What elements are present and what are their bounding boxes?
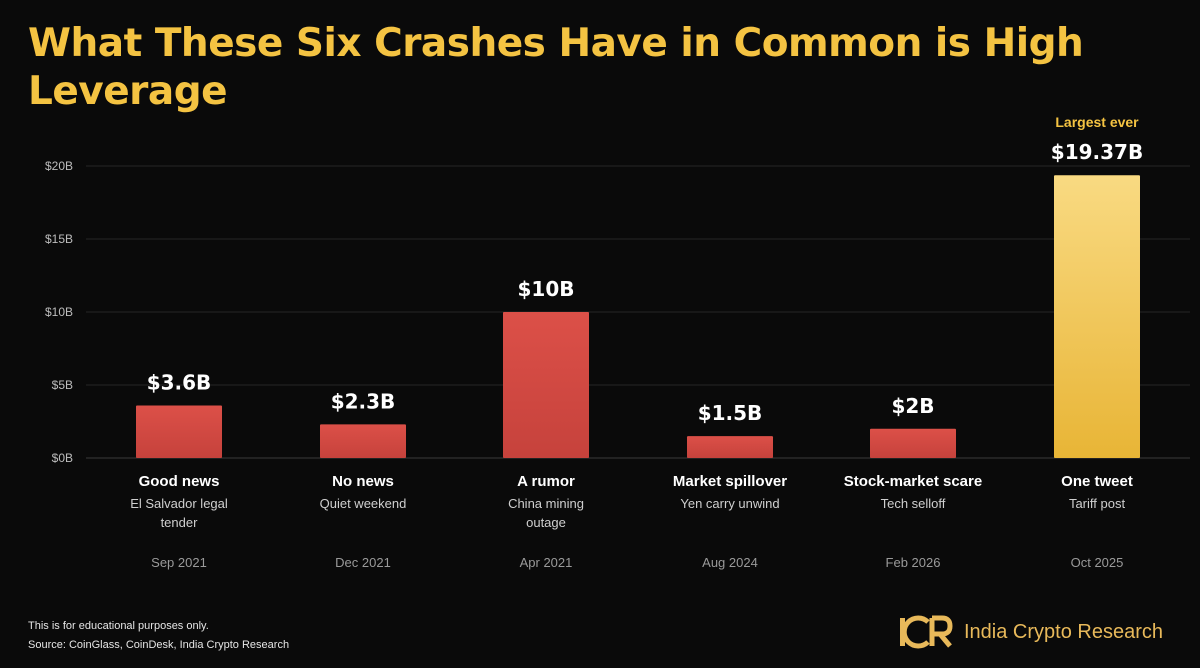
category-subtitle: El Salvador legal bbox=[130, 496, 228, 511]
date-label: Feb 2026 bbox=[886, 555, 941, 570]
disclaimer-text: This is for educational purposes only. bbox=[28, 620, 209, 632]
bar-value-label: $2B bbox=[891, 394, 934, 418]
bar bbox=[870, 428, 956, 458]
date-label: Dec 2021 bbox=[335, 555, 391, 570]
category-label: A rumor bbox=[517, 473, 575, 490]
y-axis: $0B $5B $10B $15B $20B bbox=[45, 159, 73, 465]
date-label: Apr 2021 bbox=[520, 555, 573, 570]
category-subtitle: tender bbox=[161, 515, 199, 530]
brand-name: India Crypto Research bbox=[964, 620, 1163, 643]
category-subtitle: Yen carry unwind bbox=[680, 496, 779, 511]
y-tick-label: $5B bbox=[52, 378, 73, 392]
highlight-note: Largest ever bbox=[1055, 114, 1139, 130]
category-label: One tweet bbox=[1061, 473, 1133, 490]
bar bbox=[136, 405, 222, 458]
bar-value-label: $10B bbox=[518, 277, 575, 301]
category-subtitle: Tariff post bbox=[1069, 496, 1126, 511]
brand-logo: India Crypto Research bbox=[898, 614, 1163, 650]
bar-chart: $0B $5B $10B $15B $20B $3.6B Good news El Salv… bbox=[45, 114, 1190, 570]
bar-highlight bbox=[1054, 175, 1140, 458]
category-label: Good news bbox=[139, 473, 220, 490]
category-label: Stock-market scare bbox=[844, 473, 982, 490]
y-tick-label: $10B bbox=[45, 305, 73, 319]
category-subtitle: Quiet weekend bbox=[320, 496, 407, 511]
source-text: Source: CoinGlass, CoinDesk, India Crypt… bbox=[28, 639, 290, 651]
category-label: Market spillover bbox=[673, 473, 787, 490]
category-subtitle: China mining bbox=[508, 496, 584, 511]
bar-value-label: $19.37B bbox=[1051, 140, 1143, 164]
icr-logo-icon bbox=[900, 615, 953, 649]
date-label: Oct 2025 bbox=[1071, 555, 1124, 570]
y-tick-label: $20B bbox=[45, 159, 73, 173]
bar bbox=[320, 424, 406, 458]
y-tick-label: $0B bbox=[52, 451, 73, 465]
category-subtitle: Tech selloff bbox=[881, 496, 946, 511]
bar-value-label: $2.3B bbox=[331, 389, 396, 413]
y-tick-label: $15B bbox=[45, 232, 73, 246]
category-label: No news bbox=[332, 473, 394, 490]
chart-title: What These Six Crashes Have in Common is… bbox=[28, 21, 1084, 114]
gridlines bbox=[86, 165, 1190, 459]
category-subtitle: outage bbox=[526, 515, 566, 530]
date-label: Aug 2024 bbox=[702, 555, 758, 570]
bar-value-label: $3.6B bbox=[147, 370, 212, 394]
date-label: Sep 2021 bbox=[151, 555, 207, 570]
bar bbox=[503, 312, 589, 458]
bar-labels: $3.6B Good news El Salvador legal tender Sep… bbox=[130, 114, 1143, 570]
bar-value-label: $1.5B bbox=[698, 401, 763, 425]
bar bbox=[687, 436, 773, 458]
bars bbox=[136, 175, 1140, 458]
